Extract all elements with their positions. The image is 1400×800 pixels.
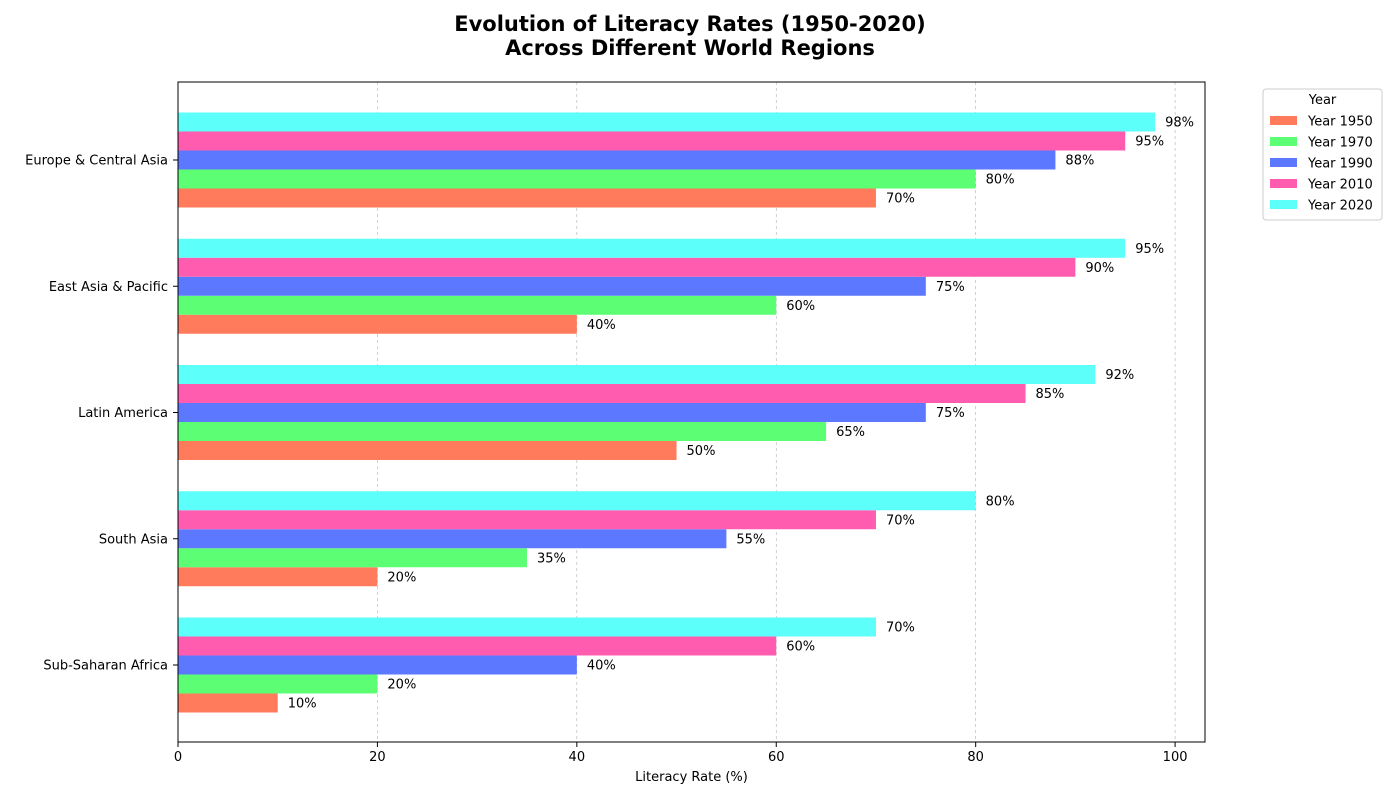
bar: [178, 314, 577, 334]
value-label: 55%: [736, 532, 765, 547]
value-label: 80%: [986, 494, 1015, 509]
bar: [178, 131, 1126, 151]
value-label: 80%: [986, 173, 1015, 188]
value-label: 60%: [786, 640, 815, 655]
bar: [178, 617, 876, 637]
value-label: 20%: [387, 570, 416, 585]
x-tick-label: 20: [369, 750, 386, 765]
bars: [178, 112, 1156, 713]
bar: [178, 295, 777, 315]
bar: [178, 257, 1076, 277]
value-label: 70%: [886, 513, 915, 528]
chart-title-line-2: Across Different World Regions: [505, 36, 875, 60]
legend-label: Year 1950: [1307, 115, 1373, 130]
bar: [178, 238, 1126, 258]
bar: [178, 169, 976, 189]
value-label: 70%: [886, 192, 915, 207]
bar: [178, 510, 876, 530]
bar: [178, 636, 777, 656]
legend-swatch: [1270, 179, 1297, 188]
category-label: Latin America: [78, 406, 168, 421]
bar: [178, 548, 527, 568]
value-label: 40%: [587, 659, 616, 674]
bar: [178, 441, 677, 460]
bar: [178, 150, 1056, 170]
legend-swatch: [1270, 137, 1297, 146]
x-axis: 0 20 40 60 80 100: [174, 742, 1188, 765]
bar: [178, 403, 926, 422]
value-label: 95%: [1135, 135, 1164, 150]
legend-title: Year: [1308, 93, 1337, 108]
x-tick-label: 40: [569, 750, 586, 765]
bar: [178, 693, 278, 713]
value-label: 98%: [1165, 116, 1194, 131]
category-label: Europe & Central Asia: [25, 154, 168, 169]
legend: Year Year 1950 Year 1970 Year 1990 Year 2010…: [1262, 88, 1383, 221]
legend-swatch: [1270, 200, 1297, 209]
value-label: 70%: [886, 621, 915, 636]
x-tick-label: 60: [768, 750, 785, 765]
value-label: 88%: [1065, 154, 1094, 169]
x-tick-label: 80: [967, 750, 984, 765]
bar: [178, 529, 727, 549]
bar: [178, 276, 926, 296]
legend-label: Year 2020: [1307, 199, 1373, 214]
value-label: 60%: [786, 299, 815, 314]
x-tick-label: 100: [1163, 750, 1188, 765]
bar: [178, 655, 577, 675]
bar: [178, 491, 976, 511]
legend-swatch: [1270, 158, 1297, 167]
value-label: 85%: [1036, 387, 1065, 402]
category-label: East Asia & Pacific: [49, 280, 168, 295]
value-label: 20%: [387, 678, 416, 693]
legend-label: Year 2010: [1307, 178, 1373, 193]
value-label: 92%: [1105, 368, 1134, 383]
value-label: 50%: [687, 444, 716, 459]
bar: [178, 422, 827, 441]
bar: [178, 567, 378, 587]
value-label: 75%: [936, 406, 965, 421]
value-labels: 10% 20% 40% 60% 70% 20% 35% 55% 70% 80% 50% 65% 75% 8…: [288, 116, 1194, 712]
bar: [178, 674, 378, 694]
bar: [178, 188, 876, 208]
category-label: South Asia: [99, 532, 168, 547]
value-label: 75%: [936, 280, 965, 295]
legend-label: Year 1970: [1307, 136, 1373, 151]
value-label: 65%: [836, 425, 865, 440]
bar: [178, 112, 1156, 132]
bar: [178, 384, 1026, 403]
legend-swatch: [1270, 116, 1297, 125]
x-tick-label: 0: [174, 750, 182, 765]
category-label: Sub-Saharan Africa: [43, 659, 168, 674]
y-axis: Sub-Saharan Africa South Asia Latin Americ…: [25, 154, 178, 674]
x-axis-label: Literacy Rate (%): [635, 770, 748, 785]
value-label: 95%: [1135, 242, 1164, 257]
value-label: 90%: [1085, 261, 1114, 276]
legend-label: Year 1990: [1307, 157, 1373, 172]
value-label: 40%: [587, 318, 616, 333]
value-label: 35%: [537, 551, 566, 566]
bar: [178, 365, 1096, 384]
chart-title-line-1: Evolution of Literacy Rates (1950-2020): [454, 12, 926, 36]
value-label: 10%: [288, 697, 317, 712]
